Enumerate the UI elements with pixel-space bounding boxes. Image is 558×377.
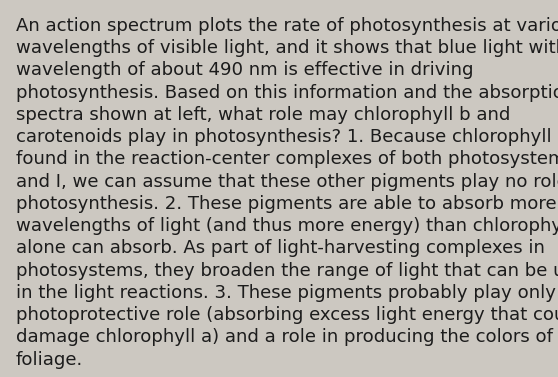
Text: wavelengths of light (and thus more energy) than chlorophyll a: wavelengths of light (and thus more ener…: [16, 217, 558, 235]
Text: found in the reaction-center complexes of both photosystems II: found in the reaction-center complexes o…: [16, 150, 558, 169]
Text: An action spectrum plots the rate of photosynthesis at various: An action spectrum plots the rate of pho…: [16, 17, 558, 35]
Text: photosystems, they broaden the range of light that can be used: photosystems, they broaden the range of …: [16, 262, 558, 280]
Text: foliage.: foliage.: [16, 351, 83, 369]
Text: photosynthesis. Based on this information and the absorption: photosynthesis. Based on this informatio…: [16, 84, 558, 102]
Text: and I, we can assume that these other pigments play no role in: and I, we can assume that these other pi…: [16, 173, 558, 191]
Text: wavelength of about 490 nm is effective in driving: wavelength of about 490 nm is effective …: [16, 61, 473, 80]
Text: spectra shown at left, what role may chlorophyll b and: spectra shown at left, what role may chl…: [16, 106, 510, 124]
Text: damage chlorophyll a) and a role in producing the colors of fall: damage chlorophyll a) and a role in prod…: [16, 328, 558, 346]
Text: alone can absorb. As part of light-harvesting complexes in: alone can absorb. As part of light-harve…: [16, 239, 545, 257]
Text: carotenoids play in photosynthesis? 1. Because chlorophyll a is: carotenoids play in photosynthesis? 1. B…: [16, 128, 558, 146]
Text: photosynthesis. 2. These pigments are able to absorb more: photosynthesis. 2. These pigments are ab…: [16, 195, 556, 213]
Text: in the light reactions. 3. These pigments probably play only a: in the light reactions. 3. These pigment…: [16, 284, 558, 302]
Text: wavelengths of visible light, and it shows that blue light with a: wavelengths of visible light, and it sho…: [16, 39, 558, 57]
Text: photoprotective role (absorbing excess light energy that could: photoprotective role (absorbing excess l…: [16, 306, 558, 324]
